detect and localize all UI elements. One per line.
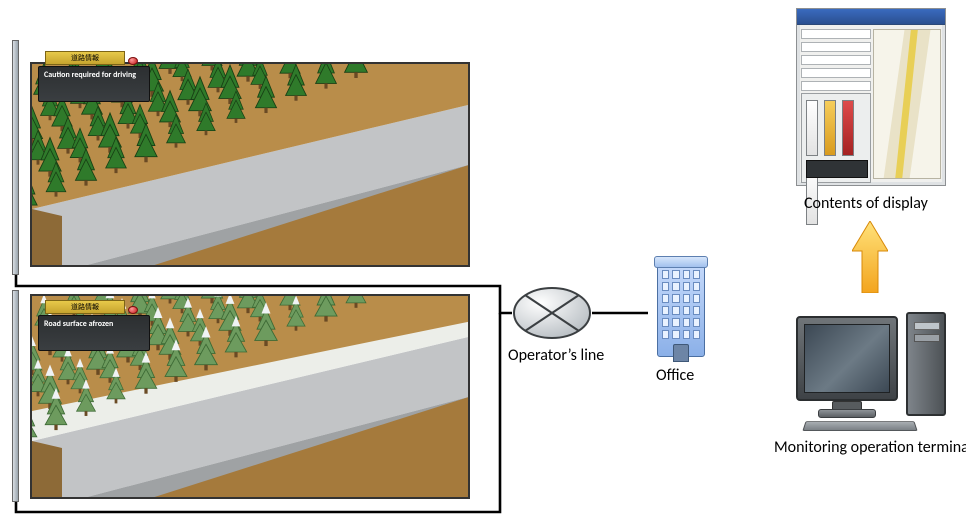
road-sign-bottom: Road surface afrozen bbox=[38, 315, 150, 351]
terminal-label: Monitoring operation terminal bbox=[774, 438, 966, 457]
display-label: Contents of display bbox=[804, 194, 928, 213]
road-sign-top: Caution required for driving bbox=[38, 66, 150, 102]
operators-line-label: Operator’s line bbox=[508, 346, 604, 365]
up-arrow-icon bbox=[852, 221, 888, 293]
sign-pole-bottom bbox=[12, 290, 19, 502]
display-screenshot-icon bbox=[796, 8, 946, 186]
sign-pole-top bbox=[12, 40, 19, 275]
diagram-stage: 道路情報 Caution required for driving 道路情報 R… bbox=[0, 0, 966, 516]
beacon-top bbox=[128, 57, 138, 65]
office-building-icon bbox=[648, 252, 714, 362]
operators-line-node bbox=[512, 286, 592, 340]
beacon-bottom bbox=[128, 306, 138, 314]
office-label: Office bbox=[656, 366, 694, 385]
sign-header-top: 道路情報 bbox=[45, 51, 125, 65]
sign-header-bottom: 道路情報 bbox=[45, 300, 125, 314]
monitoring-terminal-icon bbox=[796, 312, 951, 432]
